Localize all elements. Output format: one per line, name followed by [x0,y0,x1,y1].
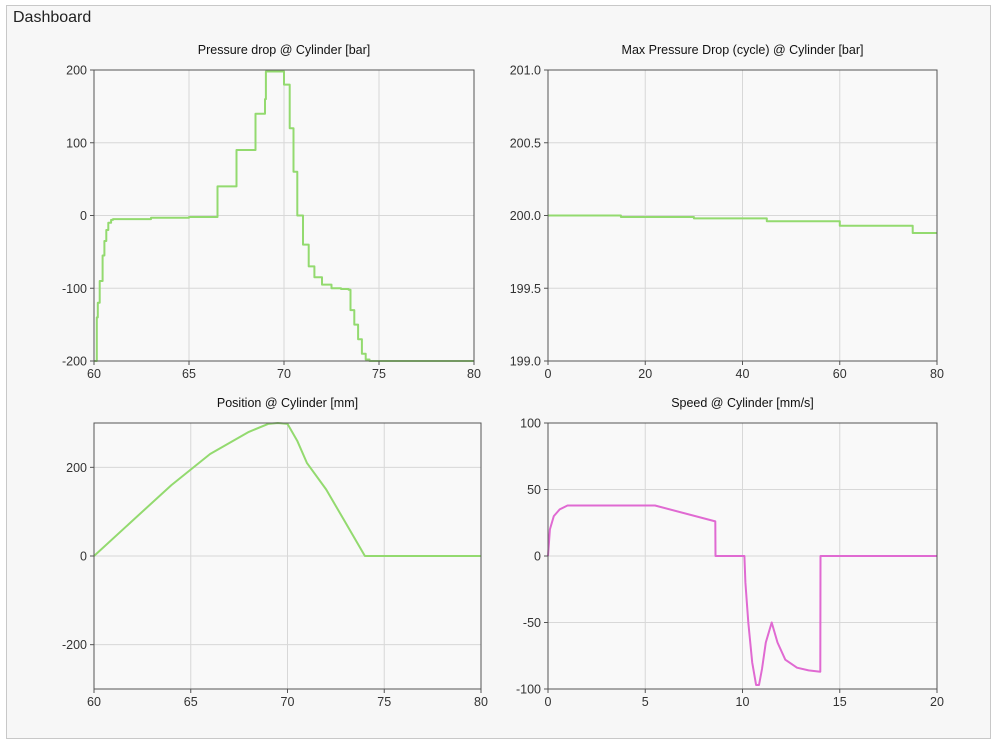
y-tick-label: -200 [62,355,87,369]
x-tick-label: 60 [87,695,101,709]
dashboard-title: Dashboard [13,9,92,26]
x-tick-label: 70 [277,367,291,381]
y-tick-label: 50 [527,483,541,497]
y-tick-label: 0 [534,550,541,564]
x-tick-label: 0 [545,695,552,709]
chart-title: Pressure drop @ Cylinder [bar] [198,43,370,57]
y-tick-label: 100 [66,136,87,150]
chart-2: 0 20 40 60 80 199.0 199.5 200.0 200.5 201.0 Max Pr… [510,43,944,381]
y-tick-label: 0 [80,209,87,223]
y-tick-label: -100 [516,683,541,697]
y-tick-label: 199.5 [510,282,541,296]
series-line-1 [94,70,474,362]
x-tick-label: 60 [833,367,847,381]
x-tick-label: 65 [182,367,196,381]
x-tick-label: 40 [736,367,750,381]
x-tick-label: 75 [372,367,386,381]
x-tick-label: 10 [736,695,750,709]
x-tick-label: 70 [281,695,295,709]
chart-title: Max Pressure Drop (cycle) @ Cylinder [ba… [622,43,864,57]
chart-4: 0 5 10 15 20 -100 -50 0 50 100 Speed @ Cylinder [m… [516,396,944,709]
series-line-1 [548,214,937,234]
y-tick-label: 100 [520,417,541,431]
y-tick-label: -200 [62,638,87,652]
y-tick-label: 200.5 [510,136,541,150]
x-tick-label: 65 [184,695,198,709]
series-line-1 [93,422,481,557]
y-tick-label: 199.0 [510,355,541,369]
x-tick-label: 75 [377,695,391,709]
x-tick-label: 80 [467,367,481,381]
chart-title: Position @ Cylinder [mm] [217,396,358,410]
chart-3: 60 65 70 75 80 -200 0 200 Position @ Cylinder [m… [62,396,488,709]
x-tick-label: 80 [930,367,944,381]
x-tick-label: 20 [930,695,944,709]
y-tick-label: -100 [62,282,87,296]
x-tick-label: 0 [545,367,552,381]
x-tick-label: 20 [638,367,652,381]
x-tick-label: 60 [87,367,101,381]
x-tick-label: 5 [642,695,649,709]
y-tick-label: 200 [66,64,87,78]
x-tick-label: 80 [474,695,488,709]
y-tick-label: 201.0 [510,64,541,78]
x-tick-label: 15 [833,695,847,709]
y-tick-label: -50 [523,616,541,630]
y-tick-label: 200.0 [510,209,541,223]
y-tick-label: 200 [66,461,87,475]
y-tick-label: 0 [80,550,87,564]
series-line-1 [547,504,937,686]
chart-1: 60 65 70 75 80 -200 -100 0 100 200 Pressure drop @… [62,43,481,381]
chart-title: Speed @ Cylinder [mm/s] [671,396,814,410]
